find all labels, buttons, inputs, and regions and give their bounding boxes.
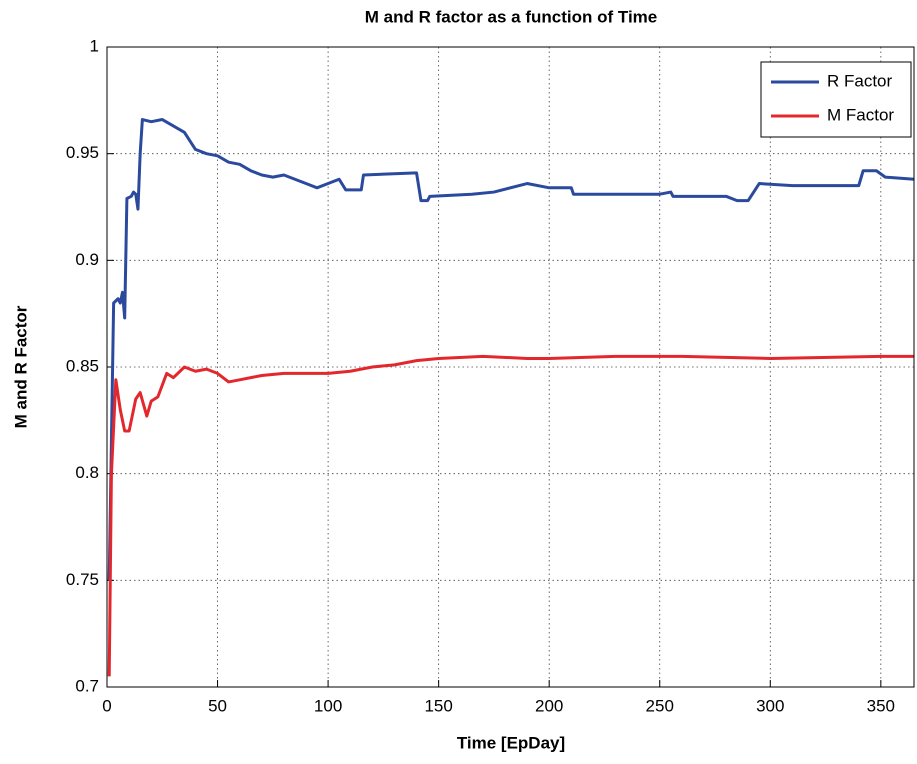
y-tick-label: 1 [90,36,99,55]
legend-label: R Factor [827,71,893,90]
legend-box [760,61,912,138]
x-tick-label: 200 [535,696,563,715]
y-tick-label: 0.95 [66,143,99,162]
x-tick-label: 50 [208,696,227,715]
data-line [107,118,915,581]
y-tick-label: 0.75 [66,570,99,589]
y-tick-label: 0.7 [75,676,99,695]
x-tick-label: 300 [756,696,784,715]
x-axis-label: Time [EpDay] [457,733,565,752]
chart-title: M and R factor as a function of Time [365,7,658,26]
x-tick-label: 350 [867,696,895,715]
plot-border [106,46,915,688]
y-tick-label: 0.85 [66,356,99,375]
x-tick-label: 0 [102,696,111,715]
y-tick-label: 0.9 [75,250,99,269]
x-tick-label: 150 [424,696,452,715]
y-axis-label: M and R Factor [11,305,30,428]
legend-label: M Factor [827,105,894,124]
x-tick-label: 100 [314,696,342,715]
plot-area [107,47,914,687]
data-line [107,354,914,677]
x-tick-label: 250 [646,696,674,715]
y-tick-label: 0.8 [75,463,99,482]
